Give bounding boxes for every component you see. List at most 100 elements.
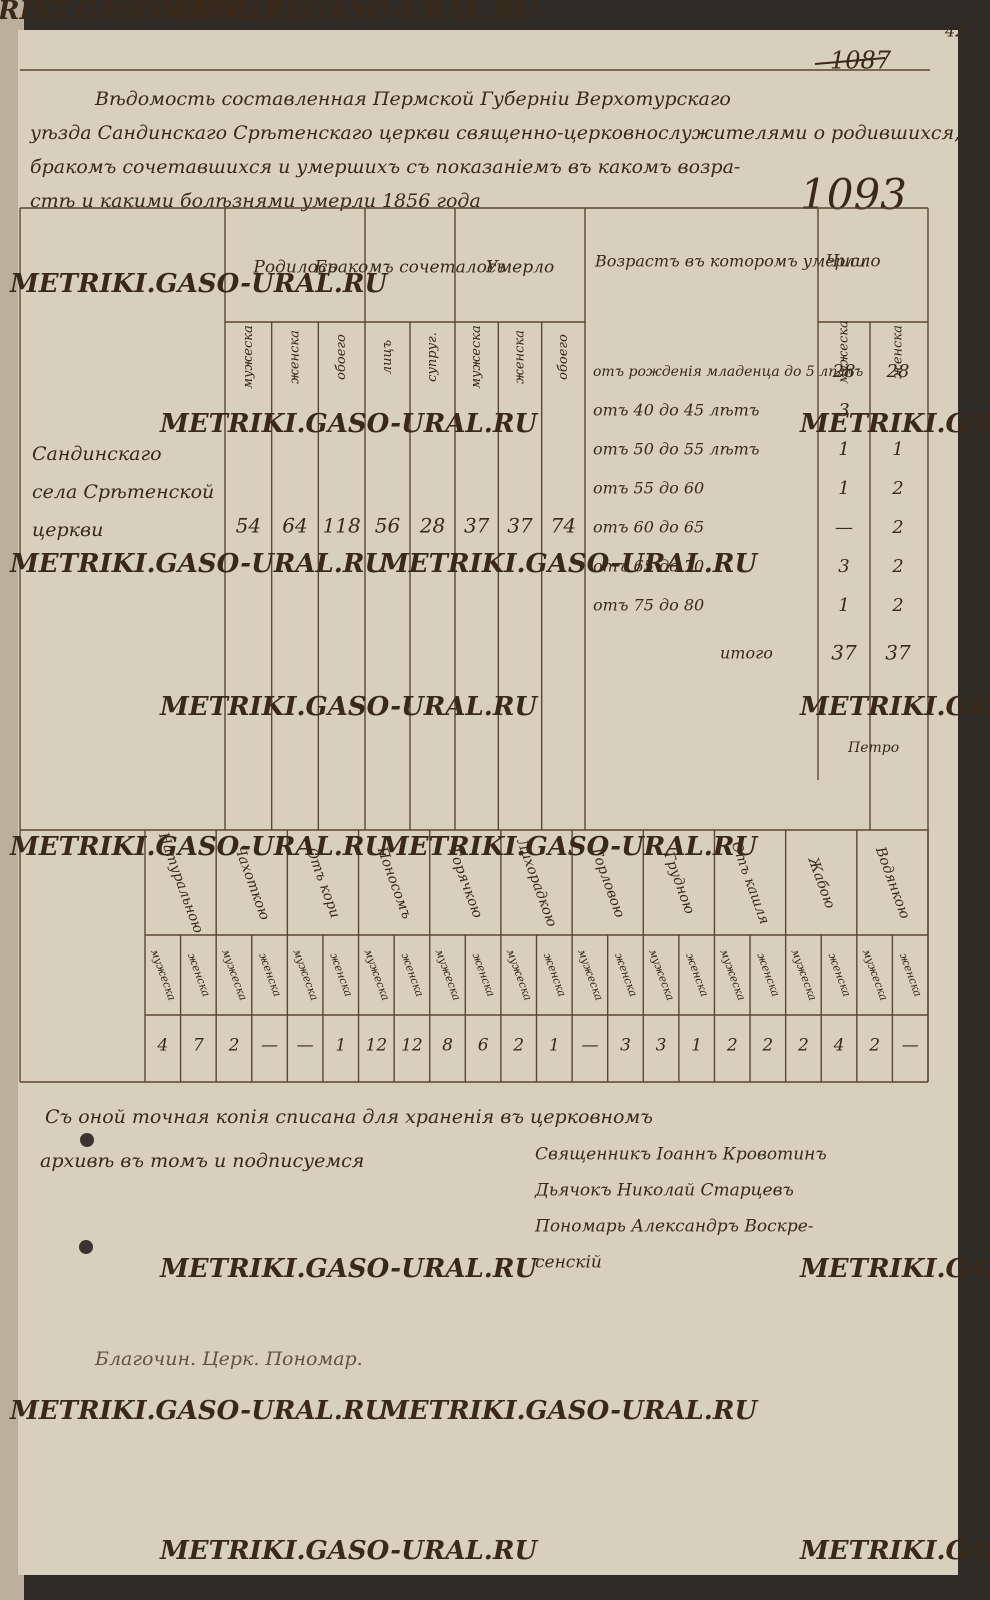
female-count: 1 <box>892 439 903 460</box>
watermark: METRIKI.GASO-URAL.RU <box>799 1536 990 1566</box>
female-count: 2 <box>891 517 903 538</box>
sub-header: обоего <box>556 334 571 380</box>
age-range: отъ рожденія младенца до 5 лѣтъ <box>593 364 863 380</box>
total-male: 37 <box>831 641 857 665</box>
male-count: 1 <box>838 439 849 460</box>
watermark: METRIKI.GASO-URAL.RU <box>0 0 308 26</box>
watermark: METRIKI.GASO-URAL.RU <box>9 549 388 579</box>
cell-value: — <box>581 1036 598 1056</box>
male-count: 1 <box>838 595 849 616</box>
watermark: METRIKI.GASO-URAL.RU <box>9 1396 388 1426</box>
signature: Пономарь Александръ Воскре- <box>534 1217 814 1237</box>
total-female: 37 <box>885 641 911 665</box>
age-range: отъ 65 до 70 <box>593 557 704 576</box>
paper <box>18 30 958 1575</box>
count-header: Число <box>826 252 881 272</box>
cell-value: 2 <box>761 1036 773 1056</box>
male-count: 1 <box>838 478 849 499</box>
cell-value: 37 <box>507 514 533 538</box>
cell-value: 54 <box>236 514 261 538</box>
header-line: бракомъ сочетавшихся и умершихъ съ показ… <box>30 156 740 178</box>
cell-value: 1 <box>335 1036 346 1056</box>
cell-value: 6 <box>478 1036 489 1056</box>
age-range: отъ 60 до 65 <box>593 518 704 537</box>
signature: сенскій <box>535 1253 602 1273</box>
cell-value: 118 <box>323 514 361 538</box>
signature: Дьячокъ Николай Старцевъ <box>534 1181 794 1201</box>
cell-value: 8 <box>442 1036 453 1056</box>
watermark: METRIKI.GASO-URAL.RU <box>159 1536 538 1566</box>
cell-value: 2 <box>512 1036 524 1056</box>
header-line: стѣ и какими болѣзнями умерли 1856 года <box>30 190 481 212</box>
cell-value: 1 <box>549 1036 560 1056</box>
watermark: METRIKI.GASO-URAL.RU <box>159 409 538 439</box>
sub-header: мужеска <box>837 320 852 384</box>
watermark: METRIKI.GASO-URAL.RU <box>159 0 538 26</box>
group-title: Родилось <box>252 258 336 278</box>
cell-value: — <box>297 1036 314 1056</box>
cell-value: 28 <box>419 514 445 538</box>
cell-value: 3 <box>656 1036 667 1056</box>
cell-value: 2 <box>228 1036 240 1056</box>
total-label: итого <box>720 644 773 663</box>
page-number: 42 <box>944 22 965 41</box>
sub-header: обоего <box>334 334 349 380</box>
cell-value: 4 <box>156 1036 168 1056</box>
punch-hole <box>80 1133 94 1147</box>
cell-value: 12 <box>401 1036 423 1056</box>
strike-line <box>814 57 886 65</box>
attestation-line: архивѣ въ томъ и подписуемся <box>40 1150 364 1172</box>
group-title: Умерло <box>486 258 554 278</box>
age-range: отъ 50 до 55 лѣтъ <box>593 440 759 459</box>
parish-name: церкви <box>32 519 103 541</box>
sub-header: лицъ <box>380 339 395 374</box>
cell-value: — <box>261 1036 278 1056</box>
female-count: 2 <box>891 556 903 577</box>
cell-value: 74 <box>551 514 576 538</box>
group-title: Бракомъ сочеталось <box>313 258 505 278</box>
watermark: METRIKI.GASO-URAL.RU <box>159 692 538 722</box>
cell-value: 2 <box>868 1036 880 1056</box>
watermark: METRIKI.GASO-URAL.RU <box>379 832 758 862</box>
cell-value: 2 <box>797 1036 809 1056</box>
cell-value: 12 <box>366 1036 388 1056</box>
cell-value: 56 <box>375 514 401 538</box>
female-count: 2 <box>891 478 903 499</box>
watermark: METRIKI.GASO-URAL.RU <box>9 832 388 862</box>
margin-note: Петро <box>847 740 899 756</box>
cell-value: 3 <box>620 1036 631 1056</box>
archive-number: 1093 <box>800 170 907 219</box>
cell-value: 1 <box>691 1036 702 1056</box>
sub-header: женска <box>513 330 528 384</box>
signature: Священникъ Іоаннъ Кровотинъ <box>535 1145 827 1165</box>
male-count: — <box>835 517 853 538</box>
cell-value: 37 <box>464 514 490 538</box>
cell-value: 64 <box>282 514 307 538</box>
sub-header: мужеска <box>241 325 256 389</box>
cell-value: 2 <box>726 1036 738 1056</box>
scrawled-note: Благочин. Церк. Пономар. <box>94 1348 363 1370</box>
header-line: уѣзда Сандинскаго Срѣтенскаго церкви свя… <box>29 122 960 144</box>
parish-name: Сандинскаго <box>32 443 162 465</box>
age-range: отъ 75 до 80 <box>593 596 704 615</box>
female-count: 28 <box>886 361 910 382</box>
sub-header: мужеска <box>469 325 484 389</box>
watermark: METRIKI.GASO-URAL.RU <box>799 409 990 439</box>
watermark: METRIKI.GASO-URAL.RU <box>159 1254 538 1284</box>
male-count: 3 <box>838 556 849 577</box>
age-range: отъ 55 до 60 <box>593 479 704 498</box>
cell-value: 7 <box>193 1036 204 1056</box>
header-line: Вѣдомость составленная Пермской Губерніи… <box>94 88 731 110</box>
female-count: 2 <box>891 595 903 616</box>
watermark: METRIKI.GASO-URAL.RU <box>379 549 758 579</box>
attestation-line: Съ оной точная копія списана для хранені… <box>45 1106 653 1128</box>
cell-value: — <box>902 1036 919 1056</box>
punch-hole <box>79 1240 93 1254</box>
sub-header: женска <box>891 325 906 379</box>
age-range: отъ 40 до 45 лѣтъ <box>593 401 759 420</box>
male-count: 3 <box>838 400 849 421</box>
parish-name: села Срѣтенской <box>32 481 214 503</box>
cell-value: 4 <box>833 1036 845 1056</box>
watermark: METRIKI.GASO-URAL.RU <box>379 1396 758 1426</box>
